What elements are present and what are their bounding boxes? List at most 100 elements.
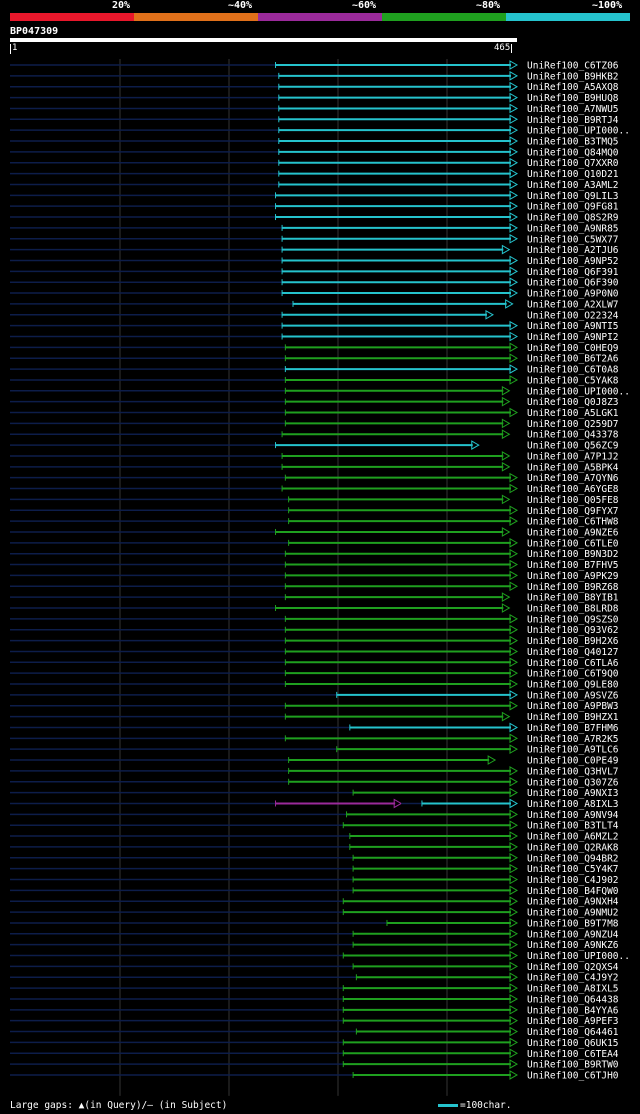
hit-arrow-20 xyxy=(509,277,519,288)
hit-label-60: UniRef100_B9HZX1 xyxy=(527,712,619,723)
hit-label-93: UniRef100_C6TJH0 xyxy=(527,1070,619,1081)
hit-arrow-25 xyxy=(509,331,519,342)
hit-arrow-62 xyxy=(509,733,519,744)
hit-arrow-61 xyxy=(509,722,519,733)
hit-arrow-29 xyxy=(509,375,519,385)
legend-segment-60 xyxy=(258,13,382,21)
hit-label-82: UniRef100_UPI000.. xyxy=(527,951,630,962)
hit-label-67: UniRef100_A9NXI3 xyxy=(527,788,619,799)
legend-label-100: ~100% xyxy=(592,0,623,11)
hit-arrow-75 xyxy=(509,874,519,885)
hit-arrow-10 xyxy=(509,168,519,179)
hit-label-3: UniRef100_B9HUQ8 xyxy=(527,93,619,104)
hit-label-33: UniRef100_Q259D7 xyxy=(527,419,619,430)
hit-label-83: UniRef100_Q2QXS4 xyxy=(527,962,619,973)
hit-arrow-47 xyxy=(509,570,519,581)
hit-arrow-91 xyxy=(509,1048,519,1059)
hit-label-31: UniRef100_Q0J8Z3 xyxy=(527,397,619,408)
scale-bar xyxy=(438,1104,458,1107)
hit-arrow-82 xyxy=(509,950,519,961)
hit-label-63: UniRef100_A9TLC6 xyxy=(527,745,619,756)
hit-arrow-0 xyxy=(509,60,519,70)
hit-arrow-16 xyxy=(509,233,519,244)
hit-arrow-49 xyxy=(501,592,511,603)
hit-arrow-81 xyxy=(509,939,519,950)
hit-label-24: UniRef100_A9NTI5 xyxy=(527,321,619,332)
query-bar xyxy=(10,38,517,42)
hit-arrow-84 xyxy=(509,972,519,983)
hit-arrow-57 xyxy=(509,679,519,689)
hit-label-86: UniRef100_Q64438 xyxy=(527,994,619,1005)
hit-arrow-42 xyxy=(509,516,519,526)
hit-label-9: UniRef100_Q7XXR0 xyxy=(527,158,619,169)
hit-label-40: UniRef100_Q05FE8 xyxy=(527,495,619,506)
hit-arrow-80 xyxy=(509,928,519,939)
hit-label-48: UniRef100_B9RZ68 xyxy=(527,582,619,593)
hit-arrow-66 xyxy=(509,776,519,787)
hit-arrow-63 xyxy=(509,744,519,755)
hit-label-65: UniRef100_Q3HVL7 xyxy=(527,766,619,777)
hit-arrow-7 xyxy=(509,136,519,146)
hit-label-52: UniRef100_Q93V62 xyxy=(527,625,619,636)
hit-arrow-88 xyxy=(509,1015,519,1026)
hit-label-88: UniRef100_A9PEF3 xyxy=(527,1016,619,1027)
hit-label-91: UniRef100_C6TEA4 xyxy=(527,1049,619,1060)
hit-arrow-52 xyxy=(509,624,519,635)
hit-label-61: UniRef100_B7FHM6 xyxy=(527,723,619,734)
legend-segment-80 xyxy=(382,13,506,21)
hit-label-77: UniRef100_A9NXH4 xyxy=(527,897,619,908)
hit-arrow-65 xyxy=(509,766,519,776)
hit-arrow-32 xyxy=(509,407,519,418)
hit-arrow-36 xyxy=(501,451,511,461)
hit-arrow-43 xyxy=(501,527,511,537)
hit-label-89: UniRef100_Q64461 xyxy=(527,1027,619,1038)
hit-arrow-18 xyxy=(509,255,519,266)
ruler-start: 1 xyxy=(10,43,18,54)
identity-legend-bar xyxy=(10,13,630,21)
hit-label-23: UniRef100_O22324 xyxy=(527,310,619,321)
hit-arrow-27 xyxy=(509,353,519,364)
hit-label-70: UniRef100_B3TLT4 xyxy=(527,821,619,832)
hit-label-17: UniRef100_A2TJU6 xyxy=(527,245,619,256)
hit-label-26: UniRef100_C0HEQ9 xyxy=(527,343,619,354)
hit-arrow-77 xyxy=(509,896,519,907)
hit-label-38: UniRef100_A7QYN6 xyxy=(527,473,619,484)
hit-arrow-5 xyxy=(509,114,519,125)
hit-arrow-13 xyxy=(509,201,519,212)
hit-label-92: UniRef100_B9RTW0 xyxy=(527,1060,619,1071)
hit-arrow-68-b xyxy=(509,798,519,809)
hit-arrow-24 xyxy=(509,320,519,331)
hit-arrow-6 xyxy=(509,125,519,136)
ruler-end: 465 xyxy=(494,43,513,53)
hit-arrow-19 xyxy=(509,266,519,277)
hit-label-4: UniRef100_A7NWU5 xyxy=(527,104,619,115)
hit-arrow-54 xyxy=(509,646,519,657)
hit-label-39: UniRef100_A6YGE8 xyxy=(527,484,619,495)
hit-label-57: UniRef100_Q9LE80 xyxy=(527,680,619,691)
hit-arrow-44 xyxy=(509,537,519,548)
hit-label-59: UniRef100_A9PBW3 xyxy=(527,701,619,712)
hit-arrow-59 xyxy=(509,700,519,711)
hit-label-21: UniRef100_A9P0N0 xyxy=(527,289,619,300)
scale-text: =100char. xyxy=(460,1100,512,1111)
hit-arrow-12 xyxy=(509,190,519,201)
hit-label-5: UniRef100_B9RTJ4 xyxy=(527,115,619,126)
hit-label-0: UniRef100_C6TZ06 xyxy=(527,61,619,72)
hit-label-15: UniRef100_A9NR85 xyxy=(527,223,619,234)
hit-arrow-23 xyxy=(485,309,494,320)
hit-arrow-14 xyxy=(509,212,519,222)
hit-arrow-11 xyxy=(509,179,519,190)
hit-label-51: UniRef100_Q9SZS0 xyxy=(527,614,619,625)
hit-label-6: UniRef100_UPI000.. xyxy=(527,126,630,137)
hit-label-74: UniRef100_C5Y4K7 xyxy=(527,864,619,875)
hit-arrow-15 xyxy=(509,223,519,233)
hit-arrow-73 xyxy=(509,852,519,863)
hit-label-53: UniRef100_B9H2X6 xyxy=(527,636,619,647)
hit-arrow-53 xyxy=(509,635,519,646)
hit-arrow-3 xyxy=(509,92,519,103)
hit-label-14: UniRef100_Q8S2R9 xyxy=(527,213,619,224)
hit-label-62: UniRef100_A7R2K5 xyxy=(527,734,619,745)
hit-label-10: UniRef100_Q10D21 xyxy=(527,169,619,180)
hit-label-2: UniRef100_A5AXQ8 xyxy=(527,82,619,93)
hit-arrow-38 xyxy=(509,472,519,483)
